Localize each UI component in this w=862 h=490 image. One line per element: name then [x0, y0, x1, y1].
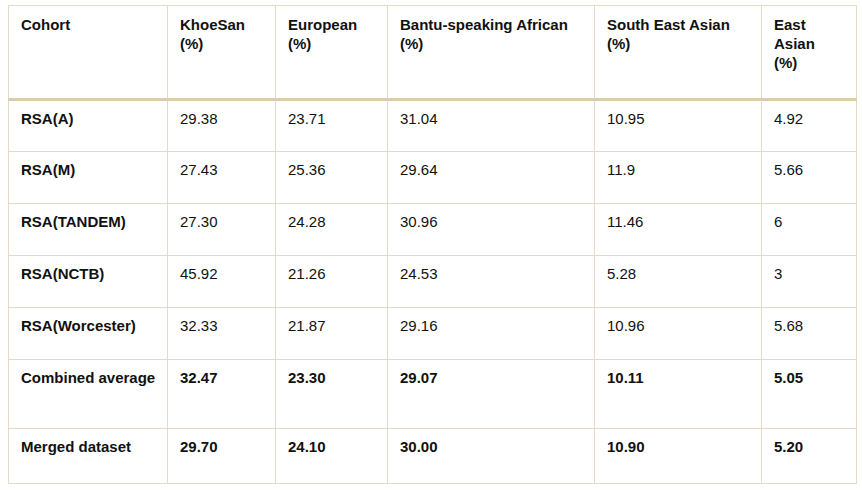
- column-header-label: KhoeSan: [180, 16, 267, 35]
- value-cell: 23.71: [276, 100, 388, 152]
- table-row: RSA(TANDEM)27.3024.2830.9611.466: [9, 204, 857, 256]
- table-row: RSA(A)29.3823.7131.0410.954.92: [9, 100, 857, 152]
- table-row: Merged dataset29.7024.1030.0010.905.20: [9, 429, 857, 484]
- table-body: RSA(A)29.3823.7131.0410.954.92RSA(M)27.4…: [9, 100, 857, 484]
- value-cell: 6: [762, 204, 857, 256]
- value-cell: 10.95: [595, 100, 762, 152]
- value-cell: 24.53: [388, 256, 595, 308]
- row-label: Merged dataset: [9, 429, 168, 484]
- column-header: KhoeSan(%): [168, 6, 276, 100]
- value-cell: 27.43: [168, 152, 276, 204]
- ancestry-table: CohortKhoeSan(%)European(%)Bantu-speakin…: [8, 5, 857, 484]
- value-cell: 24.10: [276, 429, 388, 484]
- value-cell: 5.68: [762, 308, 857, 360]
- value-cell: 29.64: [388, 152, 595, 204]
- column-header-label: European: [288, 16, 379, 35]
- column-header-unit: (%): [288, 35, 379, 54]
- value-cell: 30.96: [388, 204, 595, 256]
- value-cell: 24.28: [276, 204, 388, 256]
- row-label: RSA(TANDEM): [9, 204, 168, 256]
- ancestry-table-container: CohortKhoeSan(%)European(%)Bantu-speakin…: [8, 5, 857, 484]
- table-row: RSA(Worcester)32.3321.8729.1610.965.68: [9, 308, 857, 360]
- value-cell: 29.38: [168, 100, 276, 152]
- table-header-row: CohortKhoeSan(%)European(%)Bantu-speakin…: [9, 6, 857, 100]
- column-header-unit: (%): [400, 35, 586, 54]
- value-cell: 32.47: [168, 360, 276, 429]
- value-cell: 29.07: [388, 360, 595, 429]
- value-cell: 27.30: [168, 204, 276, 256]
- value-cell: 30.00: [388, 429, 595, 484]
- value-cell: 5.28: [595, 256, 762, 308]
- value-cell: 25.36: [276, 152, 388, 204]
- value-cell: 5.20: [762, 429, 857, 484]
- column-header: European(%): [276, 6, 388, 100]
- column-header-unit: (%): [180, 35, 267, 54]
- row-label: RSA(A): [9, 100, 168, 152]
- value-cell: 23.30: [276, 360, 388, 429]
- row-label: RSA(Worcester): [9, 308, 168, 360]
- value-cell: 11.9: [595, 152, 762, 204]
- value-cell: 29.70: [168, 429, 276, 484]
- column-header-unit: (%): [774, 54, 848, 73]
- value-cell: 45.92: [168, 256, 276, 308]
- column-header-label: South East Asian: [607, 16, 753, 35]
- value-cell: 10.96: [595, 308, 762, 360]
- value-cell: 31.04: [388, 100, 595, 152]
- value-cell: 21.26: [276, 256, 388, 308]
- column-header: South East Asian(%): [595, 6, 762, 100]
- value-cell: 21.87: [276, 308, 388, 360]
- value-cell: 5.66: [762, 152, 857, 204]
- value-cell: 4.92: [762, 100, 857, 152]
- table-row: Combined average32.4723.3029.0710.115.05: [9, 360, 857, 429]
- column-header-label: East Asian: [774, 16, 848, 54]
- row-label: Combined average: [9, 360, 168, 429]
- column-header: East Asian(%): [762, 6, 857, 100]
- column-header: Cohort: [9, 6, 168, 100]
- value-cell: 10.90: [595, 429, 762, 484]
- value-cell: 29.16: [388, 308, 595, 360]
- column-header-label: Cohort: [21, 16, 159, 35]
- value-cell: 3: [762, 256, 857, 308]
- value-cell: 10.11: [595, 360, 762, 429]
- row-label: RSA(NCTB): [9, 256, 168, 308]
- column-header: Bantu-speaking African(%): [388, 6, 595, 100]
- table-row: RSA(M)27.4325.3629.6411.95.66: [9, 152, 857, 204]
- value-cell: 32.33: [168, 308, 276, 360]
- value-cell: 11.46: [595, 204, 762, 256]
- value-cell: 5.05: [762, 360, 857, 429]
- row-label: RSA(M): [9, 152, 168, 204]
- table-header: CohortKhoeSan(%)European(%)Bantu-speakin…: [9, 6, 857, 100]
- column-header-unit: (%): [607, 35, 753, 54]
- column-header-label: Bantu-speaking African: [400, 16, 586, 35]
- table-row: RSA(NCTB)45.9221.2624.535.283: [9, 256, 857, 308]
